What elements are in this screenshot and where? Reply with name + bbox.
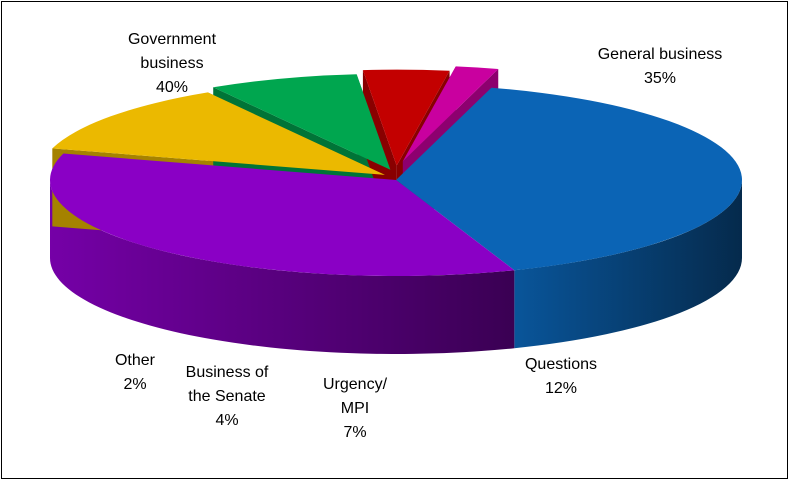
slice-side-general-business bbox=[50, 180, 515, 354]
label-business-of-the-senate-line1: Business of bbox=[185, 364, 269, 381]
label-government-business: Government business 40% bbox=[102, 28, 242, 100]
label-other-line1: Other bbox=[114, 352, 155, 369]
label-urgency-mpi-pct: 7% bbox=[343, 424, 367, 441]
label-questions-pct: 12% bbox=[544, 380, 578, 397]
label-general-business-pct: 35% bbox=[643, 70, 677, 87]
slice-government-business bbox=[396, 87, 742, 271]
slice-side-government-business bbox=[514, 180, 742, 349]
slice-other bbox=[402, 66, 499, 162]
label-business-of-the-senate-line2: the Senate bbox=[188, 388, 266, 405]
slice-business-of-the-senate bbox=[362, 69, 450, 166]
label-government-business-line2: business bbox=[140, 55, 204, 72]
label-business-of-the-senate: Business of the Senate 4% bbox=[167, 361, 287, 433]
label-questions: Questions 12% bbox=[501, 353, 621, 401]
slice-general-business bbox=[49, 153, 515, 276]
label-government-business-line1: Government bbox=[127, 31, 217, 48]
slice-urgency-mpi bbox=[213, 74, 391, 170]
label-government-business-pct: 40% bbox=[155, 79, 189, 96]
label-general-business-line1: General business bbox=[597, 46, 723, 63]
label-other-pct: 2% bbox=[123, 376, 147, 393]
label-business-of-the-senate-pct: 4% bbox=[215, 412, 239, 429]
label-urgency-mpi: Urgency/ MPI 7% bbox=[295, 373, 415, 445]
label-other: Other 2% bbox=[100, 349, 170, 397]
slice-questions bbox=[52, 92, 385, 175]
label-questions-line1: Questions bbox=[524, 356, 598, 373]
label-general-business: General business 35% bbox=[570, 43, 750, 91]
label-urgency-mpi-line1: Urgency/ bbox=[322, 376, 388, 393]
label-urgency-mpi-line2: MPI bbox=[340, 400, 370, 417]
